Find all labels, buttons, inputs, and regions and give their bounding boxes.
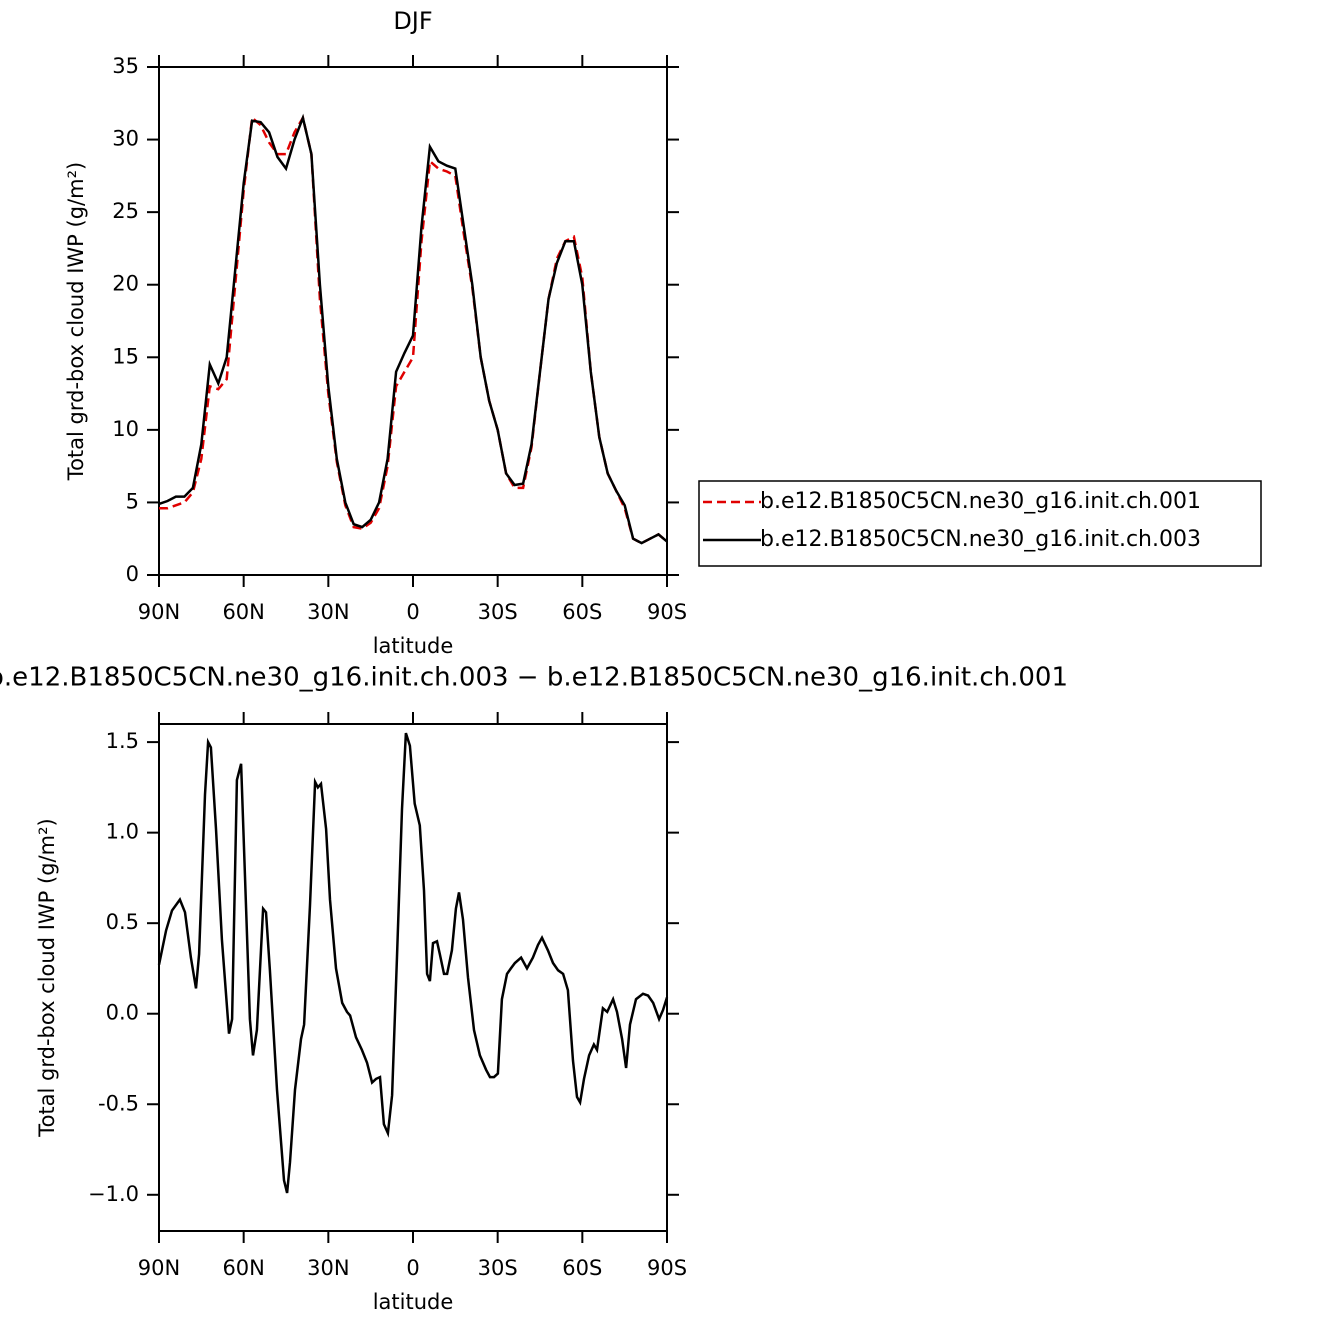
legend-box (698, 480, 1262, 567)
y-tick-label: 0.5 (106, 910, 139, 934)
x-axis-label: latitude (373, 634, 454, 658)
y-tick-label: 35 (112, 54, 139, 78)
y-tick-label: 25 (112, 199, 139, 223)
y-tick-label: 30 (112, 127, 139, 151)
x-tick-label: 60S (562, 600, 602, 624)
y-tick-label: 5 (126, 489, 139, 513)
y-tick-label: 0 (126, 562, 139, 586)
legend-label: b.e12.B1850C5CN.ne30_g16.init.ch.001 (760, 489, 1201, 514)
y-axis-label: Total grd-box cloud IWP (g/m²) (64, 162, 88, 481)
y-tick-label: 1.5 (106, 729, 139, 753)
data-line (157, 732, 669, 1194)
x-axis-label: latitude (373, 1290, 454, 1314)
data-line (158, 113, 668, 545)
x-tick-label: 30N (307, 600, 349, 624)
y-tick-label: 15 (112, 344, 139, 368)
y-tick-label: 1.0 (106, 820, 139, 844)
x-tick-label: 60S (562, 1256, 602, 1280)
y-tick-label: 10 (112, 417, 139, 441)
chart-title: b.e12.B1850C5CN.ne30_g16.init.ch.003 − b… (0, 663, 1068, 693)
x-tick-label: 60N (222, 1256, 264, 1280)
x-tick-label: 0 (406, 1256, 419, 1280)
x-tick-label: 90N (138, 600, 180, 624)
legend-label: b.e12.B1850C5CN.ne30_g16.init.ch.003 (760, 527, 1201, 552)
x-tick-label: 30S (478, 1256, 518, 1280)
x-tick-label: 90S (647, 1256, 687, 1280)
x-tick-label: 30S (478, 600, 518, 624)
x-tick-label: 90S (647, 600, 687, 624)
plot-frame (158, 66, 668, 576)
y-tick-label: 0.0 (106, 1001, 139, 1025)
chart-title: DJF (393, 7, 432, 35)
y-axis-label: Total grd-box cloud IWP (g/m²) (35, 818, 59, 1137)
y-tick-label: −1.0 (88, 1182, 139, 1206)
y-tick-label: 20 (112, 272, 139, 296)
x-tick-label: 60N (222, 600, 264, 624)
x-tick-label: 30N (307, 1256, 349, 1280)
x-tick-label: 0 (406, 600, 419, 624)
x-tick-label: 90N (138, 1256, 180, 1280)
plot-frame (158, 723, 668, 1232)
y-tick-label: -0.5 (98, 1091, 139, 1115)
